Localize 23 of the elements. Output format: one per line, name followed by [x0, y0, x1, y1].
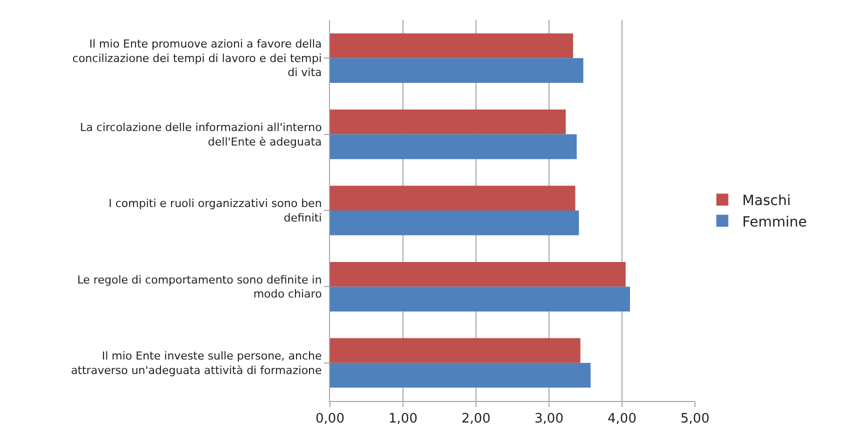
- bar: [330, 362, 591, 388]
- bar: [330, 110, 566, 134]
- x-tick-label: 5,00: [680, 412, 710, 427]
- legend-label: Maschi: [742, 193, 791, 210]
- bar: [330, 33, 574, 58]
- x-tick-label: 1,00: [388, 412, 418, 427]
- bar: [330, 186, 576, 210]
- bar: [330, 134, 577, 160]
- bar: [330, 58, 584, 83]
- x-tick-label: 2,00: [462, 412, 490, 427]
- y-tick-label: I compiti e ruoli organizzativi sono ben definiti: [108, 197, 322, 224]
- x-tick-label: 3,00: [534, 412, 564, 427]
- y-tick-label: Le regole di comportamento sono definite in modo chiaro: [77, 273, 322, 301]
- y-tick-label: Il mio Ente promuove azioni a favore della concilizazione dei tempi di lavoro e dei tempi di vita: [72, 38, 322, 80]
- legend-label: Femmine: [742, 214, 807, 230]
- bar: [330, 338, 580, 363]
- y-tick-label: Il mio Ente investe sulle persone, anche attraverso un'adeguata attività di formazione: [70, 350, 322, 377]
- bar: [330, 210, 579, 236]
- bar: [330, 262, 626, 287]
- bar: [330, 286, 630, 312]
- x-tick-label: 4,00: [608, 412, 636, 427]
- x-tick-label: 0,00: [316, 412, 344, 427]
- y-tick-label: La circolazione delle informazioni all'interno dell'Ente è adeguata: [80, 121, 322, 148]
